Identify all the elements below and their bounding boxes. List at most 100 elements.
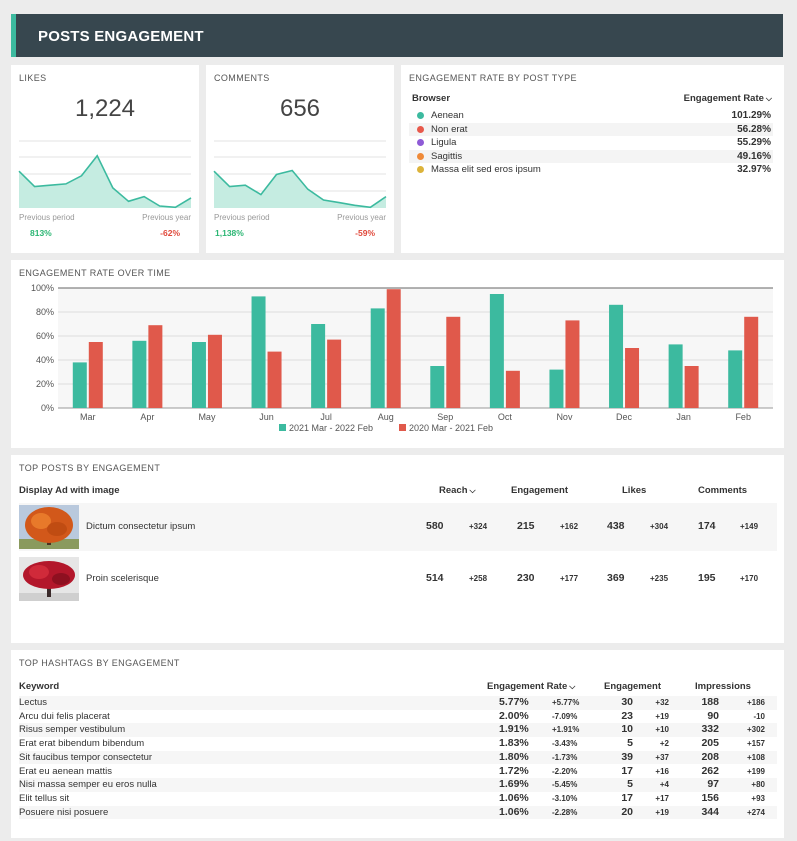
reach-column-header[interactable]: Reach ⌵ [439, 485, 476, 496]
hashtag-impressions: 262 [701, 764, 719, 777]
reach-header-label: Reach [439, 485, 468, 496]
post-reach-delta: +258 [469, 574, 488, 583]
post-likes-delta: +235 [650, 574, 669, 583]
post-type-row[interactable]: Ligula 55.29% [409, 136, 773, 150]
bar-series-2[interactable] [625, 348, 640, 408]
engagement-rate-header-label: Engagement Rate [683, 93, 764, 104]
engagement-rate-column-header[interactable]: Engagement Rate ⌵ [684, 93, 772, 104]
hashtag-engagement-delta: +4 [659, 780, 669, 790]
post-comments: 174 [698, 520, 716, 532]
post-type-rate: 49.16% [737, 150, 771, 162]
hashtag-keyword: Lectus [19, 697, 47, 708]
y-tick-label: 20% [36, 379, 54, 389]
hashtag-row[interactable]: Elit tellus sit 1.06% -3.10% 17 +17 156 +93 [19, 792, 777, 806]
top-post-row[interactable]: Dictum consectetur ipsum 580 +324 215 +162 43… [19, 503, 777, 551]
bar-series-1[interactable] [728, 350, 743, 408]
bar-series-1[interactable] [549, 369, 564, 408]
x-tick-label: Jun [259, 412, 274, 422]
bar-series-1[interactable] [609, 304, 624, 408]
bar-series-1[interactable] [311, 324, 326, 408]
legend-dot-icon [417, 112, 424, 119]
bar-series-2[interactable] [88, 342, 103, 408]
hashtag-rate: 5.77% [499, 696, 529, 708]
top-post-row[interactable]: Proin scelerisque 514 +258 230 +177 369 +235 19… [19, 555, 777, 603]
plot-background [58, 288, 773, 408]
x-tick-label: May [198, 412, 216, 422]
comments-column-header[interactable]: Comments [698, 485, 748, 496]
x-tick-label: Dec [616, 412, 633, 422]
hashtag-row[interactable]: Erat erat bibendum bibendum 1.83% -3.43% 5 +… [19, 737, 777, 751]
x-tick-label: Oct [498, 412, 513, 422]
engagement-by-type-title: ENGAGEMENT RATE BY POST TYPE [409, 73, 577, 83]
post-type-row[interactable]: Non erat 56.28% [409, 122, 773, 137]
hashtag-rate: 1.72% [499, 764, 529, 777]
post-comments-delta: +170 [740, 574, 759, 583]
hashtag-rate: 1.83% [499, 737, 529, 750]
engagement-column-header[interactable]: Engagement [511, 485, 569, 496]
bar-series-2[interactable] [446, 316, 461, 408]
hashtag-impressions: 188 [701, 696, 719, 708]
sparkline-area [19, 155, 191, 208]
post-engagement-delta: +177 [560, 574, 579, 583]
browser-column-header[interactable]: Browser [412, 93, 451, 104]
bar-series-2[interactable] [505, 370, 520, 408]
bar-series-1[interactable] [72, 362, 87, 408]
hashtag-rate-delta: -3.10% [552, 793, 578, 803]
hashtag-rate: 1.06% [499, 805, 529, 818]
hashtag-impressions-delta: +93 [751, 793, 765, 803]
bar-series-1[interactable] [191, 342, 206, 408]
hashtag-engagement-column-header[interactable]: Engagement [604, 681, 662, 692]
bar-series-1[interactable] [430, 366, 445, 408]
bar-series-2[interactable] [565, 320, 580, 408]
post-comments: 195 [698, 572, 716, 584]
bar-series-2[interactable] [327, 339, 342, 408]
post-type-row[interactable]: Aenean 101.29% [409, 109, 773, 123]
dashboard-header: POSTS ENGAGEMENT [11, 14, 783, 57]
hashtag-row[interactable]: Lectus 5.77% +5.77% 30 +32 188 +186 [19, 696, 777, 710]
post-type-row[interactable]: Sagittis 49.16% [409, 149, 773, 164]
hashtag-rate-delta: +1.91% [552, 725, 580, 735]
rate-over-time-title: ENGAGEMENT RATE OVER TIME [19, 268, 171, 278]
y-tick-label: 100% [31, 283, 54, 293]
legend-label: 2020 Mar - 2021 Feb [409, 423, 493, 433]
bar-series-2[interactable] [267, 351, 282, 408]
hashtag-row[interactable]: Sit faucibus tempor consectetur 1.80% -1.7… [19, 750, 777, 765]
bar-series-2[interactable] [684, 366, 699, 408]
bar-series-1[interactable] [370, 308, 385, 408]
engagement-rate-bar-chart: 0% 20% 40% 60% 80% 100% Mar Apr May Jun Jul Aug Sep O… [31, 283, 773, 433]
hashtag-rate: 1.80% [499, 750, 529, 763]
post-type-rate: 32.97% [737, 164, 771, 176]
bar-series-2[interactable] [148, 325, 163, 408]
legend-dot-icon [417, 125, 424, 133]
hashtag-row[interactable]: Erat eu aenean mattis 1.72% -2.20% 17 +16 262… [19, 765, 777, 779]
post-type-rate: 55.29% [737, 137, 771, 149]
post-likes: 438 [607, 520, 625, 532]
hashtag-engagement-delta: +10 [655, 725, 669, 735]
hashtag-keyword: Erat erat bibendum bibendum [19, 738, 145, 750]
hashtag-row[interactable]: Nisi massa semper eu eros nulla 1.69% -5.4… [19, 778, 777, 792]
hashtag-impressions: 205 [701, 737, 719, 750]
bar-series-1[interactable] [668, 344, 683, 408]
bar-series-2[interactable] [207, 334, 222, 408]
hashtag-rate-header-label: Engagement Rate [487, 681, 568, 692]
hashtag-impressions-column-header[interactable]: Impressions [695, 681, 751, 692]
bar-series-2[interactable] [744, 316, 759, 408]
hashtag-engagement-rate-column-header[interactable]: Engagement Rate ⌵ [487, 681, 575, 692]
hashtag-row[interactable]: Posuere nisi posuere 1.06% -2.28% 20 +19 344 +… [19, 805, 777, 820]
hashtag-row[interactable]: Risus semper vestibulum 1.91% +1.91% 10 +10 3… [19, 723, 777, 738]
bar-series-1[interactable] [251, 296, 266, 408]
hashtag-row[interactable]: Arcu dui felis placerat 2.00% -7.09% 23 +19 9… [19, 710, 777, 724]
hashtag-impressions: 156 [701, 791, 719, 804]
likes-prev-year-label: Previous year [142, 213, 191, 222]
bar-series-1[interactable] [132, 340, 147, 408]
likes-column-header[interactable]: Likes [622, 485, 647, 496]
post-type-row[interactable]: Massa elit sed eros ipsum 32.97% [409, 163, 773, 177]
bar-series-2[interactable] [386, 289, 401, 408]
sparkline-line [18, 154, 192, 209]
x-tick-label: Jan [676, 412, 691, 422]
orange-tree-image [19, 505, 79, 549]
bar-series-1[interactable] [489, 294, 504, 408]
comments-card: COMMENTS 656 Previous period Previous ye… [206, 65, 394, 253]
post-type-name: Aenean [431, 110, 464, 121]
hashtag-rate-delta: -7.09% [552, 711, 578, 721]
